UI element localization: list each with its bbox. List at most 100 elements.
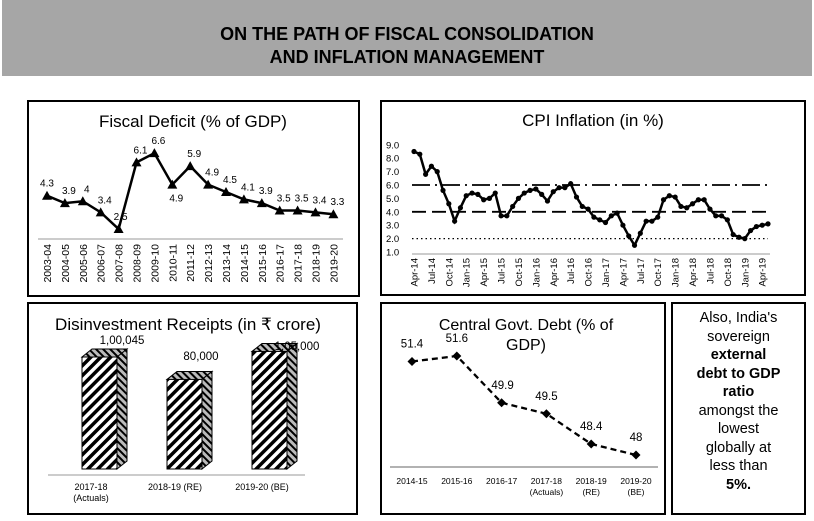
x-tick-label: (BE) bbox=[628, 487, 645, 497]
bar bbox=[81, 356, 118, 470]
data-point bbox=[434, 169, 440, 175]
x-tick-label: Jan-17 bbox=[601, 258, 612, 287]
data-point-triangle bbox=[95, 207, 106, 217]
debt-line bbox=[411, 354, 637, 457]
data-point bbox=[457, 205, 464, 211]
x-tick-label: Apr-15 bbox=[479, 258, 490, 287]
data-point bbox=[510, 203, 516, 210]
data-label: 4 bbox=[84, 184, 90, 195]
data-label: 3.5 bbox=[295, 194, 309, 205]
y-tick-label: 1.0 bbox=[386, 248, 399, 259]
bar-side bbox=[201, 370, 213, 471]
data-label: 5.9 bbox=[187, 149, 201, 160]
data-label: 4.5 bbox=[223, 175, 237, 186]
data-point bbox=[736, 234, 742, 240]
cpi-title: CPI Inflation (in %) bbox=[522, 111, 664, 130]
x-tick-label: 2014-15 bbox=[239, 244, 251, 283]
data-label: 6.6 bbox=[151, 136, 165, 147]
data-label: 2.5 bbox=[114, 212, 128, 223]
data-point bbox=[440, 187, 446, 193]
note-text: Also, India's bbox=[699, 310, 778, 326]
x-tick-label: Apr-19 bbox=[758, 258, 769, 287]
data-label: 48 bbox=[630, 432, 643, 444]
x-tick-label: Jul-17 bbox=[636, 258, 647, 284]
data-point-triangle bbox=[185, 161, 196, 171]
data-point bbox=[660, 197, 667, 203]
data-point-triangle bbox=[42, 190, 52, 200]
data-point bbox=[643, 218, 649, 224]
y-tick-label: 4.0 bbox=[386, 207, 399, 218]
x-tick-label: Oct-15 bbox=[514, 258, 525, 287]
data-point bbox=[742, 236, 748, 242]
x-tick-label: 2017-18 bbox=[531, 476, 562, 486]
x-tick-label: 2011-12 bbox=[185, 244, 197, 282]
x-tick-label: 2014-15 bbox=[396, 476, 427, 486]
data-point bbox=[417, 151, 423, 157]
data-point bbox=[550, 189, 556, 195]
data-point-triangle bbox=[77, 196, 88, 206]
data-label: 3.3 bbox=[330, 197, 344, 208]
data-label: 51.4 bbox=[401, 339, 424, 351]
data-point bbox=[521, 190, 527, 196]
x-tick-label: 2016-17 bbox=[275, 244, 287, 283]
data-point bbox=[695, 197, 701, 203]
data-point bbox=[533, 186, 539, 192]
cpi-inflation-panel bbox=[380, 100, 806, 296]
data-point bbox=[446, 201, 452, 207]
data-point bbox=[713, 213, 719, 219]
x-tick-label: Oct-18 bbox=[723, 258, 734, 287]
data-point bbox=[585, 206, 591, 212]
x-tick-label: Jan-16 bbox=[531, 258, 542, 287]
data-point-triangle bbox=[149, 148, 160, 158]
data-point bbox=[655, 214, 661, 220]
data-point bbox=[631, 242, 638, 248]
data-point-triangle bbox=[274, 205, 285, 215]
x-tick-label: 2013-14 bbox=[221, 244, 233, 283]
x-tick-label: 2008-09 bbox=[132, 244, 144, 283]
data-point bbox=[498, 213, 504, 219]
data-point-triangle bbox=[328, 209, 339, 219]
data-point bbox=[556, 185, 562, 191]
data-label: 3.9 bbox=[259, 186, 273, 197]
data-point bbox=[423, 171, 429, 177]
note-text: less than bbox=[709, 458, 768, 474]
data-label: 3.5 bbox=[277, 194, 291, 205]
x-tick-label: 2012-13 bbox=[203, 244, 215, 283]
data-point bbox=[591, 214, 597, 220]
data-point bbox=[469, 190, 475, 196]
x-tick-label: Jan-15 bbox=[462, 258, 473, 287]
data-point bbox=[568, 181, 574, 187]
note-text: amongst the bbox=[698, 402, 779, 419]
data-point bbox=[614, 210, 620, 216]
x-tick-label: Oct-16 bbox=[584, 258, 595, 287]
y-tick-label: 6.0 bbox=[386, 181, 399, 192]
data-label: 48.4 bbox=[580, 421, 603, 433]
data-point bbox=[684, 205, 690, 211]
data-label: 49.5 bbox=[535, 391, 557, 403]
x-tick-label: 2006-07 bbox=[96, 244, 108, 283]
data-point-diamond bbox=[586, 439, 596, 449]
x-tick-label: Jul-16 bbox=[566, 258, 577, 284]
data-point bbox=[747, 227, 754, 234]
data-label: 6.1 bbox=[134, 145, 148, 156]
data-label: 49.9 bbox=[491, 380, 513, 392]
note-bold: 5%. bbox=[726, 476, 751, 493]
data-point bbox=[515, 195, 522, 201]
x-tick-label: (Actuals) bbox=[530, 487, 564, 497]
disinvestment-title: Disinvestment Receipts (in ₹ crore) bbox=[55, 315, 321, 334]
data-point bbox=[527, 187, 533, 193]
bar-side bbox=[286, 342, 298, 471]
debt-title-line1: Central Govt. Debt (% of bbox=[439, 317, 614, 334]
data-point-triangle bbox=[238, 194, 249, 204]
debt-title-line2: GDP) bbox=[506, 337, 546, 354]
y-tick-label: 8.0 bbox=[386, 154, 399, 165]
x-tick-label: 2019-20 (BE) bbox=[235, 482, 289, 492]
data-point-diamond bbox=[452, 351, 462, 361]
x-tick-label: 2018-19 bbox=[576, 476, 607, 486]
data-point bbox=[411, 148, 417, 155]
data-point bbox=[539, 191, 545, 197]
data-point bbox=[759, 222, 765, 228]
x-tick-label: 2015-16 bbox=[441, 476, 472, 486]
x-tick-label: 2018-19 bbox=[311, 244, 323, 283]
